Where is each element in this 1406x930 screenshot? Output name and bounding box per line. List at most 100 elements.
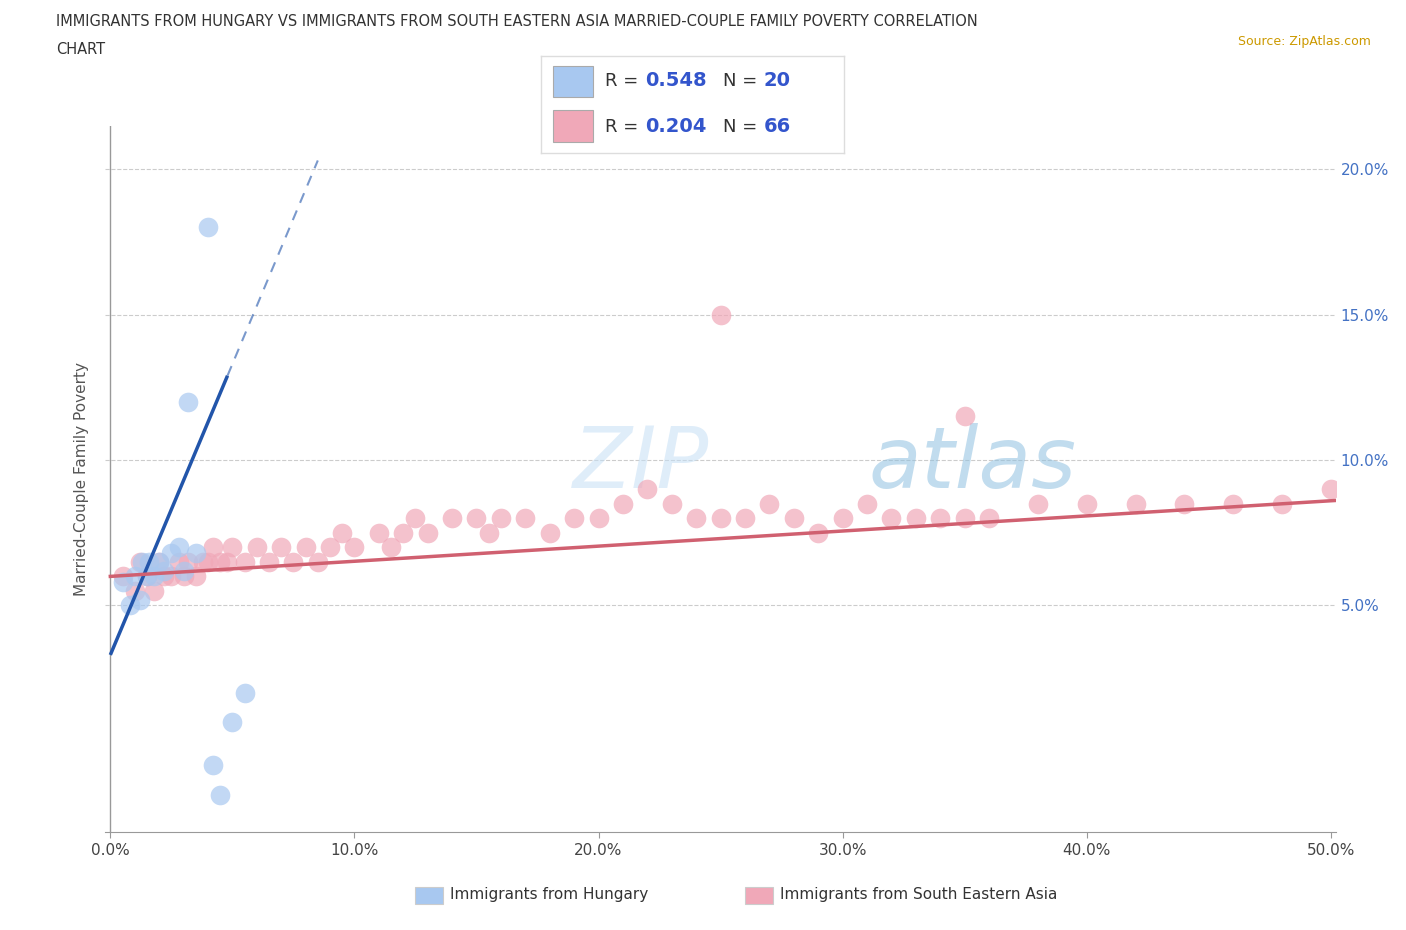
Point [380,539,402,554]
Point [160,546,183,561]
Text: N =: N = [723,117,762,136]
Point [177,554,200,569]
Point [953,511,976,525]
Point [307,554,329,569]
Point [1173,497,1195,512]
Point [977,511,1000,525]
Text: R =: R = [605,72,644,89]
Point [197,219,219,234]
Point [128,592,150,607]
Point [636,482,658,497]
Point [246,539,269,554]
Point [478,525,501,540]
Point [392,525,415,540]
Text: 0.204: 0.204 [645,117,707,136]
Point [710,511,733,525]
FancyBboxPatch shape [554,111,593,141]
Point [160,569,183,584]
Point [148,554,170,569]
Point [184,569,207,584]
Point [233,685,256,700]
Point [233,554,256,569]
Point [904,511,927,525]
Point [489,511,512,525]
Point [1271,497,1294,512]
Point [221,539,243,554]
Text: atlas: atlas [869,423,1076,506]
Point [111,575,134,590]
Point [367,525,389,540]
Point [1125,497,1147,512]
Text: IMMIGRANTS FROM HUNGARY VS IMMIGRANTS FROM SOUTH EASTERN ASIA MARRIED-COUPLE FAM: IMMIGRANTS FROM HUNGARY VS IMMIGRANTS FR… [56,14,979,29]
Point [734,511,756,525]
Point [197,554,219,569]
Point [953,409,976,424]
Point [758,497,780,512]
Text: 0.548: 0.548 [645,72,707,90]
Point [1026,497,1049,512]
Point [441,511,464,525]
Point [515,511,537,525]
Point [856,497,879,512]
Point [465,511,488,525]
Point [201,758,224,773]
Point [880,511,903,525]
Point [588,511,610,525]
Point [1222,497,1244,512]
Point [209,554,232,569]
Point [807,525,830,540]
Point [257,554,280,569]
Text: Immigrants from Hungary: Immigrants from Hungary [450,887,648,902]
Point [138,554,160,569]
Point [167,554,190,569]
Point [783,511,806,525]
Point [1076,497,1098,512]
Point [538,525,561,540]
Point [136,569,159,584]
Point [128,554,150,569]
FancyBboxPatch shape [554,66,593,97]
Point [283,554,305,569]
Text: 20: 20 [763,72,790,90]
Text: CHART: CHART [56,42,105,57]
Point [124,569,146,584]
Text: 66: 66 [763,117,790,136]
Point [191,554,214,569]
Point [153,569,176,584]
Point [612,497,634,512]
Point [710,307,733,322]
Point [831,511,853,525]
Point [153,564,176,578]
Point [173,569,195,584]
Point [270,539,292,554]
Point [404,511,426,525]
Point [416,525,439,540]
Point [131,554,153,569]
Point [143,569,166,584]
Text: ZIP: ZIP [574,423,709,506]
Point [177,394,200,409]
Text: N =: N = [723,72,762,89]
Point [184,546,207,561]
Point [209,787,232,802]
Point [201,539,224,554]
Point [217,554,239,569]
Point [173,564,195,578]
Text: Source: ZipAtlas.com: Source: ZipAtlas.com [1237,35,1371,48]
Y-axis label: Married-Couple Family Poverty: Married-Couple Family Poverty [75,362,90,596]
Text: Immigrants from South Eastern Asia: Immigrants from South Eastern Asia [780,887,1057,902]
Point [319,539,342,554]
Point [294,539,316,554]
Point [118,598,141,613]
Point [136,569,159,584]
Point [148,554,170,569]
Point [124,583,146,598]
Point [929,511,952,525]
Text: R =: R = [605,117,644,136]
Point [167,539,190,554]
Point [1320,482,1343,497]
Point [685,511,707,525]
Point [143,583,166,598]
Point [562,511,585,525]
Point [330,525,353,540]
